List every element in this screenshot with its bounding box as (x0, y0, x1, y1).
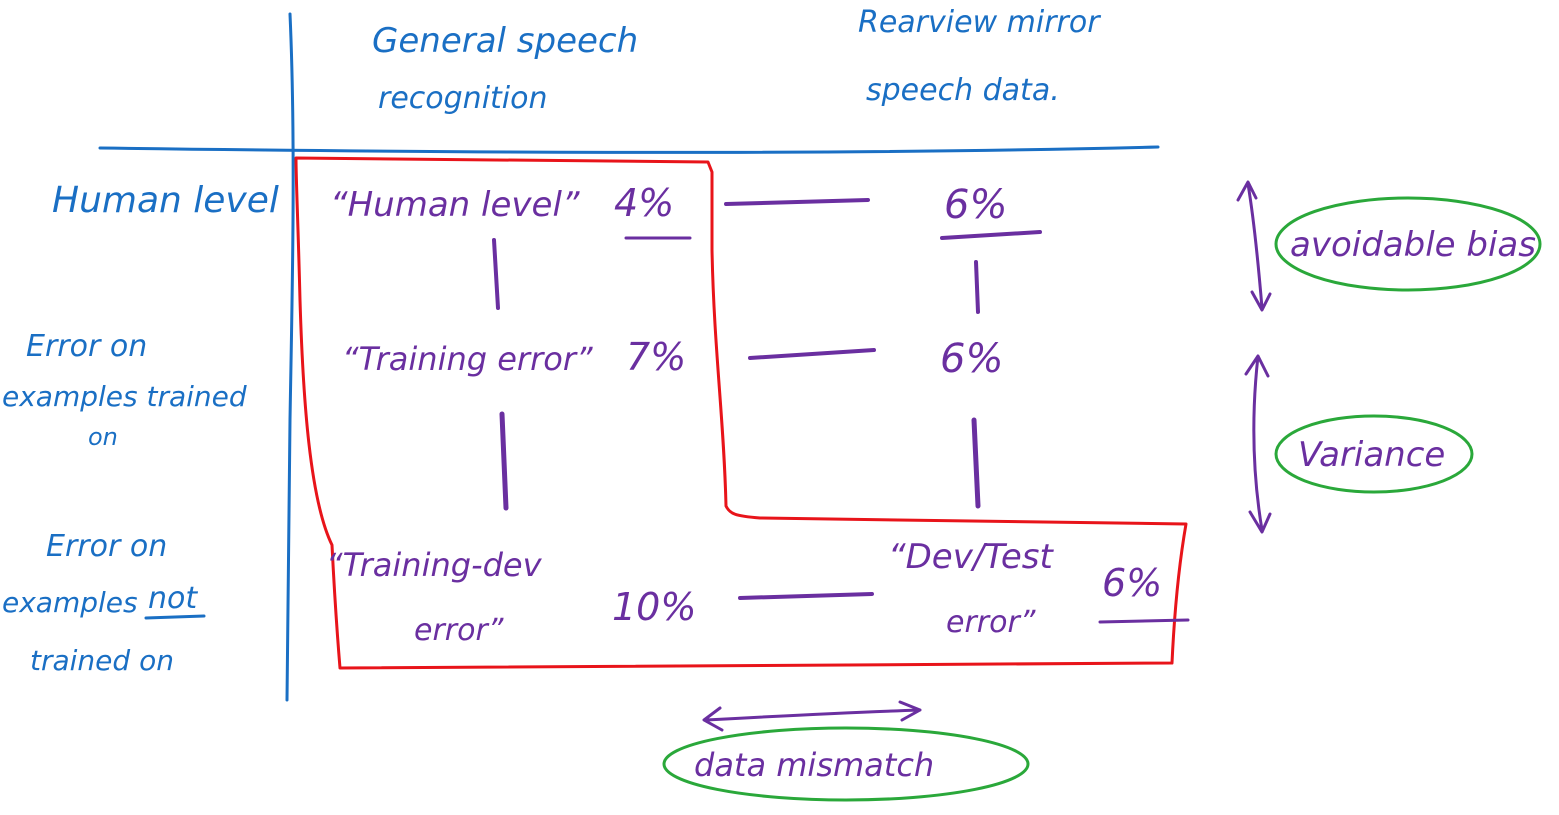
row-header-trained-line1: Error on (26, 329, 147, 364)
avoidable-bias-ellipse (1274, 196, 1542, 292)
column-header-rearview-line1: Rearview mirror (858, 5, 1101, 40)
row-header-trained-line3: on (88, 423, 118, 451)
vertical-divider (285, 12, 295, 702)
data-mismatch-ellipse (662, 726, 1030, 802)
connector-training-dev-row (738, 592, 874, 600)
not-underline (144, 614, 206, 620)
annotation-avoidable-bias: avoidable bias (1290, 225, 1536, 265)
avoidable-bias-arrow (1236, 180, 1272, 312)
row-header-not-trained-line1: Error on (46, 529, 167, 564)
annotation-variance: Variance (1298, 435, 1445, 475)
cell-training-dev-general-value: 10% (612, 585, 696, 629)
variance-arrow (1244, 354, 1272, 534)
cell-training-error-label: “Training error” (342, 340, 593, 378)
general-column-outline (294, 156, 1188, 670)
column-header-general-line2: recognition (378, 81, 548, 116)
cell-dev-test-label-line2: error” (946, 605, 1036, 640)
cell-dev-test-rearview-value: 6% (1102, 561, 1162, 605)
column-header-general-line1: General speech (372, 21, 638, 61)
connector-human-row (724, 198, 870, 206)
connector-rearview-1 (974, 260, 980, 314)
annotation-data-mismatch: data mismatch (694, 746, 934, 784)
connector-rearview-2 (971, 417, 981, 509)
underline-dev-test (1098, 618, 1190, 624)
row-header-not-trained-not: not (148, 581, 198, 616)
cell-training-dev-label-line1: “Training-dev (326, 546, 543, 584)
cell-training-dev-label-line2: error” (414, 613, 504, 648)
cell-dev-test-label-line1: “Dev/Test (888, 537, 1054, 577)
column-header-rearview-line2: speech data. (866, 73, 1060, 108)
connector-general-2 (499, 411, 509, 511)
horizontal-divider (98, 145, 1160, 154)
cell-training-error-general-value: 7% (626, 335, 686, 379)
row-header-trained-line2: examples trained (2, 380, 247, 413)
cell-training-error-rearview-value: 6% (940, 336, 1003, 382)
connector-training-row (748, 348, 876, 360)
connector-general-1 (492, 238, 500, 310)
data-mismatch-arrow (702, 700, 922, 732)
cell-human-level-label: “Human level” (330, 185, 580, 225)
cell-human-level-general-value: 4% (614, 181, 674, 225)
cell-human-level-rearview-value: 6% (944, 182, 1007, 228)
row-header-not-trained-line2: examples (2, 586, 138, 619)
row-header-human-level: Human level (52, 180, 279, 221)
underline-human-rearview (940, 230, 1042, 240)
row-header-not-trained-line3: trained on (30, 644, 174, 677)
variance-ellipse (1274, 414, 1474, 494)
